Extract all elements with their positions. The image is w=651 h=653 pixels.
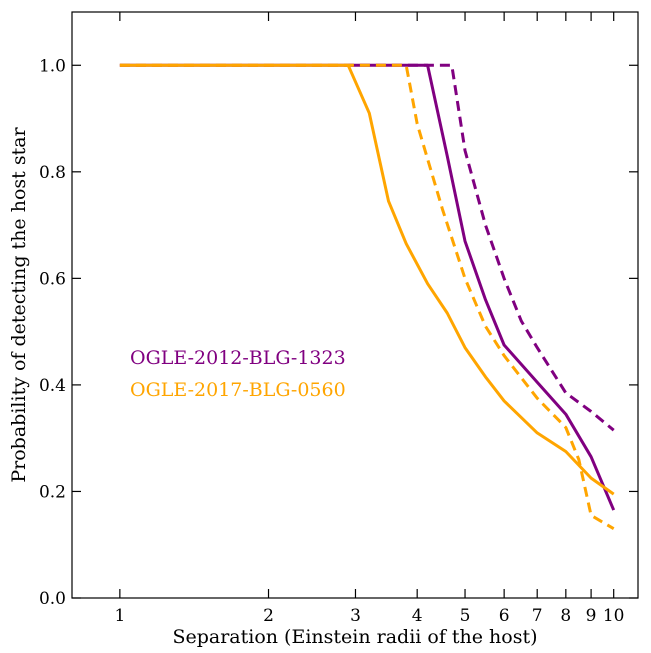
x-tick-label: 4 (412, 606, 423, 626)
series-line-2 (119, 63, 615, 432)
x-tick-label: 8 (560, 606, 571, 626)
y-tick-label: 0.8 (39, 163, 66, 183)
x-tick-label: 9 (586, 606, 597, 626)
series-layer (119, 63, 616, 530)
legend-entry-2: OGLE-2017-BLG-0560 (130, 379, 346, 401)
y-tick-label: 0.6 (39, 269, 66, 289)
x-tick-label: 3 (350, 606, 361, 626)
plot-frame (71, 11, 639, 599)
y-tick-label: 0.4 (39, 376, 66, 396)
x-tick-label: 7 (532, 606, 543, 626)
x-tick-label: 5 (460, 606, 471, 626)
x-axis-label: Separation (Einstein radii of the host) (172, 626, 537, 648)
ticks-layer: 1 2 3 4 5 6 7 8 9 10 0.0 0.2 0.4 0.6 0.8 1.0 (39, 12, 638, 626)
series-line-1 (119, 63, 616, 511)
y-tick-label: 0.0 (39, 589, 66, 609)
x-tick-label: 6 (499, 606, 510, 626)
legend-entry-1: OGLE-2012-BLG-1323 (130, 347, 346, 369)
legend: OGLE-2012-BLG-1323 OGLE-2017-BLG-0560 (130, 347, 346, 401)
y-axis-label: Probability of detecting the host star (8, 126, 30, 482)
x-tick-label: 1 (114, 606, 125, 626)
series-line-4 (119, 63, 615, 530)
x-tick-label: 10 (603, 606, 625, 626)
y-tick-label: 0.2 (39, 482, 66, 502)
series-line-3 (119, 63, 615, 496)
x-tick-label: 2 (263, 606, 274, 626)
y-tick-label: 1.0 (39, 56, 66, 76)
